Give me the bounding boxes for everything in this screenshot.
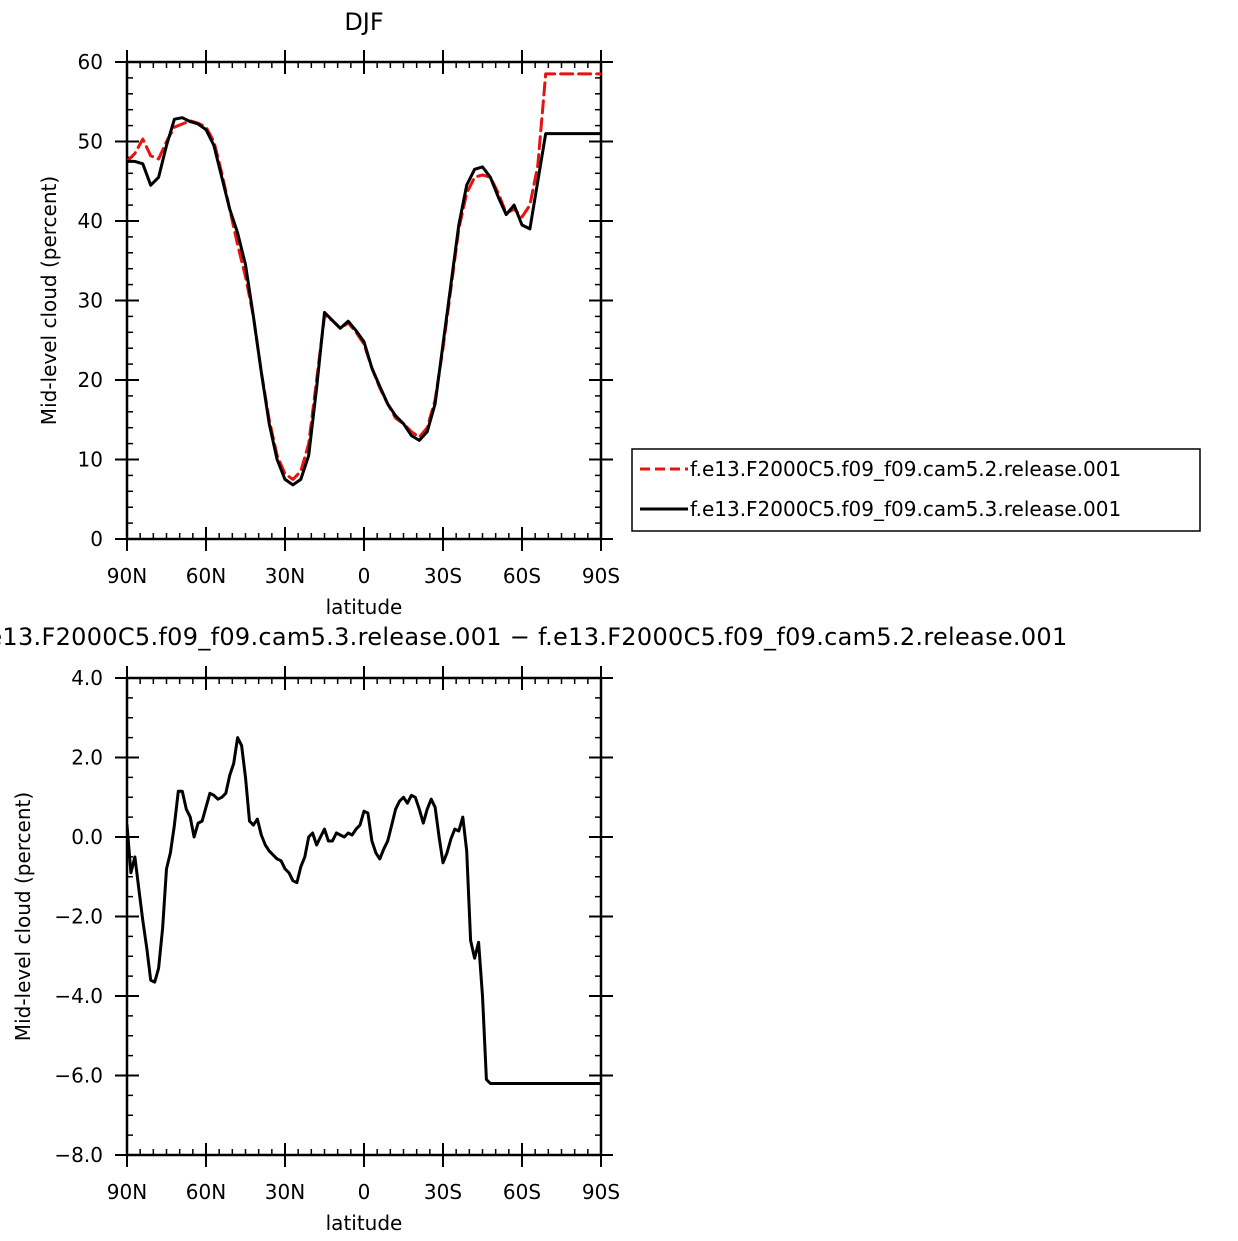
x-tick-label: 30S: [424, 1180, 462, 1204]
y-tick-label: 0: [90, 527, 103, 551]
y-tick-label: 50: [78, 130, 103, 154]
x-tick-label: 60N: [186, 564, 226, 588]
plot-frame: [125, 60, 603, 541]
x-tick-label: 0: [358, 1180, 371, 1204]
legend-box: [631, 448, 1201, 532]
x-tick-label: 60N: [186, 1180, 226, 1204]
y-tick-label: 10: [78, 448, 103, 472]
y-axis-label: Mid-level cloud (percent): [11, 792, 35, 1041]
x-tick-label: 30N: [265, 1180, 305, 1204]
series-line-0: [127, 72, 601, 481]
x-tick-label: 90S: [582, 1180, 620, 1204]
y-tick-label: −4.0: [54, 984, 103, 1008]
y-tick-label: −2.0: [54, 905, 103, 929]
top-panel: DJF 90N 60N 30N 0 30S 60S 90S 0 10 20 30 40 50 60 latit…: [37, 8, 620, 619]
y-tick-label: 4.0: [71, 666, 103, 690]
y-tick-label: −6.0: [54, 1064, 103, 1088]
y-tick-label: 30: [78, 289, 103, 313]
y-axis-label: Mid-level cloud (percent): [37, 176, 61, 425]
x-tick-label: 0: [358, 564, 371, 588]
y-tick-label: 0.0: [71, 825, 103, 849]
y-tick-label: 2.0: [71, 746, 103, 770]
x-axis-label: latitude: [326, 595, 403, 619]
x-tick-label: 90S: [582, 564, 620, 588]
x-tick-label: 60S: [503, 564, 541, 588]
legend-entry-1: f.e13.F2000C5.f09_f09.cam5.3.release.001: [690, 497, 1121, 521]
y-tick-label: 60: [78, 50, 103, 74]
series-line-1: [127, 116, 601, 487]
x-tick-label: 30S: [424, 564, 462, 588]
chart-title: f.e13.F2000C5.f09_f09.cam5.3.release.001…: [0, 623, 1068, 651]
legend-entry-0: f.e13.F2000C5.f09_f09.cam5.2.release.001: [690, 457, 1121, 481]
x-tick-label: 90N: [107, 1180, 147, 1204]
y-tick-label: 40: [78, 209, 103, 233]
y-tick-label: 20: [78, 368, 103, 392]
x-tick-label: 30N: [265, 564, 305, 588]
legend: f.e13.F2000C5.f09_f09.cam5.2.release.001…: [631, 448, 1201, 532]
y-tick-label: −8.0: [54, 1143, 103, 1167]
chart-title: DJF: [344, 8, 383, 36]
bottom-panel: f.e13.F2000C5.f09_f09.cam5.3.release.001…: [0, 623, 1068, 1235]
x-tick-label: 90N: [107, 564, 147, 588]
x-axis-label: latitude: [326, 1211, 403, 1235]
series-line-0: [127, 736, 601, 1085]
x-tick-label: 60S: [503, 1180, 541, 1204]
